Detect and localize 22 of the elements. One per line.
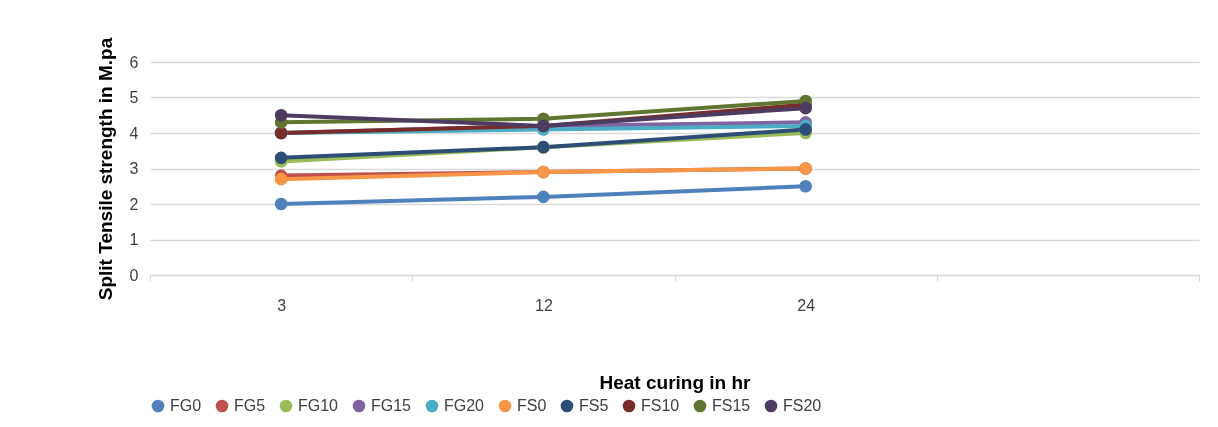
y-tick-label: 4 xyxy=(129,124,139,142)
legend-label: FS15 xyxy=(712,397,751,414)
legend-label: FG5 xyxy=(234,397,266,414)
legend-label: FG20 xyxy=(444,397,485,414)
legend-label: FG10 xyxy=(298,397,339,414)
y-tick-label: 2 xyxy=(129,195,139,213)
x-tick-label: 24 xyxy=(797,296,816,314)
x-axis-title: Heat curing in hr xyxy=(599,371,752,393)
legend-label: FS20 xyxy=(783,397,822,414)
x-tick-label: 12 xyxy=(534,296,553,314)
legend-label: FG0 xyxy=(170,397,202,414)
legend-label: FS5 xyxy=(579,397,609,414)
y-axis-title: Split Tensile strength in M.pa xyxy=(94,37,116,301)
y-tick-label: 6 xyxy=(129,53,139,71)
y-tick-label: 0 xyxy=(129,266,139,284)
x-tick-label: 3 xyxy=(277,296,287,314)
y-tick-label: 3 xyxy=(129,160,139,177)
legend-label: FS10 xyxy=(641,397,680,414)
legend-label: FS0 xyxy=(517,397,547,414)
y-tick-label: 5 xyxy=(129,89,139,106)
y-tick-label: 1 xyxy=(129,231,139,248)
legend-label: FG15 xyxy=(371,397,412,414)
